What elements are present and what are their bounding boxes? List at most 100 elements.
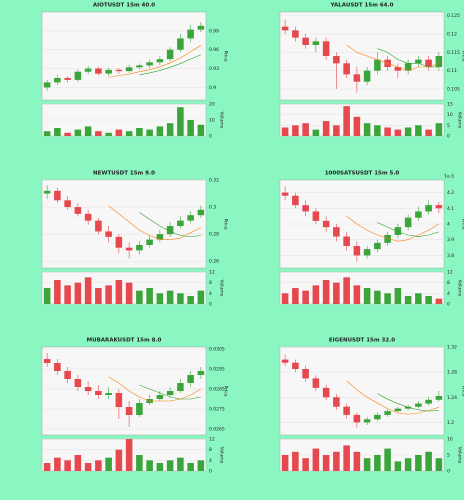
volume-bar [425,129,432,136]
y-tick-label: 0.105 [447,87,460,93]
volume-tick-label: 12 [209,270,215,276]
volume-bar [136,128,143,136]
volume-bar [125,131,133,136]
volume-bar [281,127,289,136]
candle-body [95,68,102,74]
candle-body [95,220,102,232]
volume-tick-label: 0 [447,302,450,308]
volume-bar [95,131,102,136]
candle-body [302,205,309,212]
candle-body [322,387,330,398]
volume-bar [353,116,361,136]
y-axis-label: Price [223,51,229,62]
candle-body [322,41,330,56]
candle-body [166,226,174,235]
candle-body [115,236,123,248]
volume-bar [353,285,361,304]
y-axis-label: Price [223,386,229,397]
volume-tick-label: 10 [209,118,215,124]
candle-body [353,414,361,423]
volume-bar [64,132,71,136]
moving-average [377,393,439,412]
candle-body [322,220,330,228]
volume-bar [384,293,391,304]
candle-body [197,371,205,375]
candle-body [435,396,443,400]
volume-axis-label: Volume [219,280,225,297]
candle-body [64,371,71,379]
volume-bar [84,277,92,304]
volume-bar [384,448,391,471]
y-axis-label: Price [223,219,229,230]
volume-bar [125,282,133,304]
candle-body [146,62,153,66]
volume-tick-label: 8 [209,280,212,286]
candle-body [425,399,432,404]
candle-body [105,231,112,237]
moving-average [346,44,439,71]
candle-body [425,59,432,67]
volume-bar [312,129,320,136]
volume-bar [363,458,371,471]
volume-bar [115,449,123,471]
chart-title: YALAUSDT 15m 64.0 [330,3,394,9]
y-offset-label: 1e-5 [444,174,454,180]
candle-body [384,235,391,243]
candle-body [415,403,422,407]
candle-body [404,217,412,228]
y-tick-label: 3.9 [447,237,454,243]
candle-body [333,56,340,64]
candle-body [353,74,361,82]
volume-bar [404,296,412,304]
volume-tick-label: 4 [447,291,450,297]
volume-bar [125,439,133,471]
moving-average [346,380,439,415]
volume-bar [115,129,123,136]
volume-bar [394,288,402,304]
candle-body [43,82,51,88]
volume-tick-label: 5 [447,453,450,459]
volume-bar [74,455,82,471]
y-tick-label: 0.32 [209,178,219,184]
volume-bar [136,455,143,471]
volume-bar [435,123,443,136]
candle-body [343,236,350,246]
candle-body [125,407,133,415]
volume-tick-label: 10 [447,437,453,443]
chart-title: NEWTUSDT 15m 9.0 [93,171,155,177]
volume-bar [374,455,381,471]
volume-tick-label: 12 [209,437,215,443]
moving-average [139,54,201,76]
volume-tick-label: 10 [447,112,453,118]
volume-axis-label: Volume [457,112,463,129]
volume-bar [166,123,174,136]
volume-bar [322,455,330,471]
volume-bar [197,460,205,471]
volume-bar [292,288,299,304]
volume-bar [415,125,422,136]
candle-body [384,411,391,415]
volume-bar [333,282,340,304]
chart-title: 1000SATSUSDT 15m 5.0 [325,171,400,177]
candle-body [177,38,184,50]
volume-bar [415,455,422,471]
volume-bar [343,445,350,471]
candle-body [312,378,320,388]
y-tick-label: 0.11 [447,68,457,74]
candle-body [84,387,92,391]
candle-body [84,68,92,72]
y-tick-label: 4.1 [447,206,454,212]
volume-bar [197,290,205,304]
volume-bar [302,290,309,304]
y-tick-label: 0.0275 [209,407,225,413]
candle-body [343,406,350,415]
y-tick-label: 4.2 [447,190,454,196]
candle-body [64,200,71,208]
volume-bar [64,285,71,304]
volume-bar [343,106,350,136]
volume-bar [374,290,381,304]
volume-bar [333,451,340,471]
candle-body [425,205,432,212]
candle-body [125,67,133,72]
